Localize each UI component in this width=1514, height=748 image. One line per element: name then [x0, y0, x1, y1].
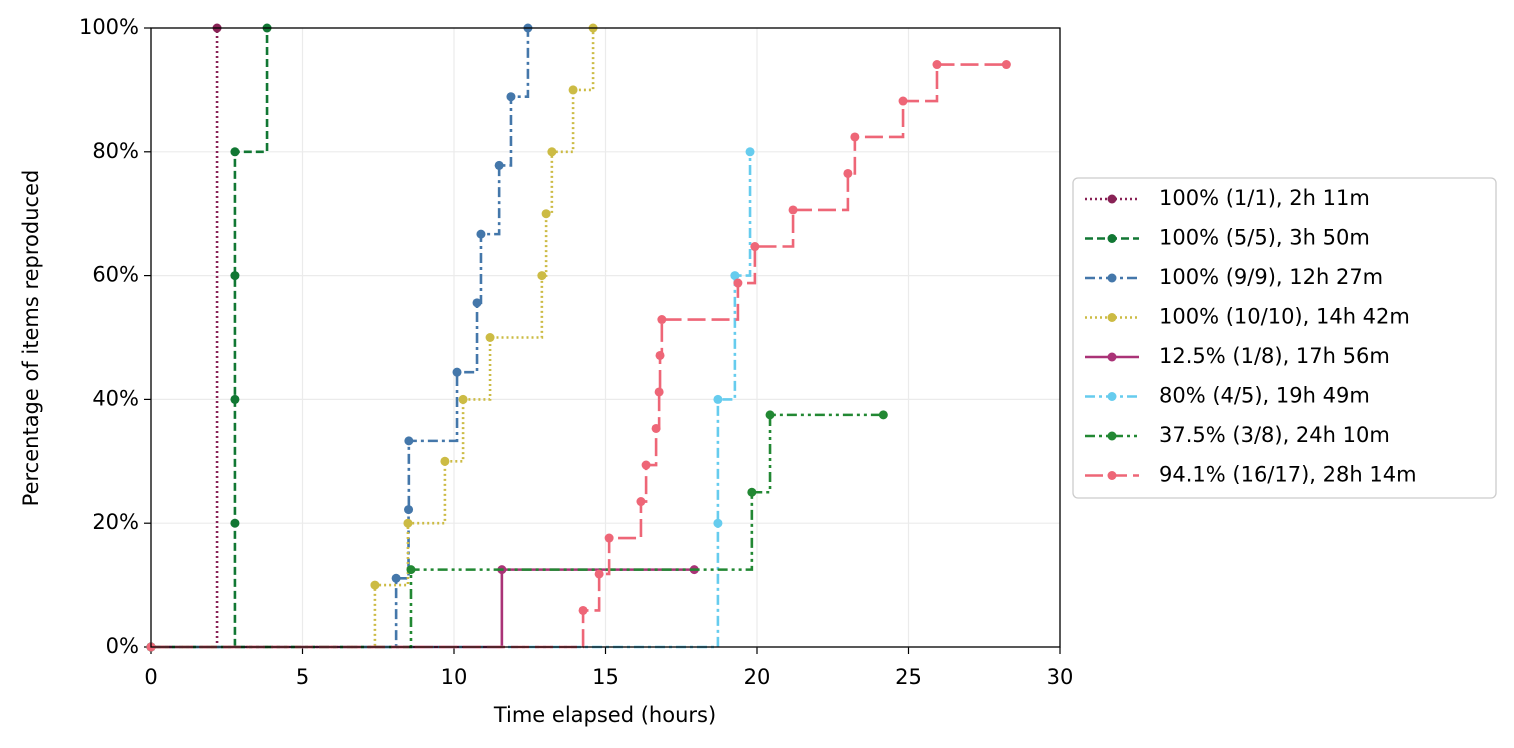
- point: [578, 605, 588, 615]
- legend-label: 100% (10/10), 14h 42m: [1159, 305, 1410, 329]
- y-tick-label: 0%: [106, 634, 139, 658]
- x-tick-label: 30: [1047, 665, 1074, 689]
- legend-marker: [1107, 431, 1117, 441]
- point: [641, 460, 651, 470]
- series-line: [151, 28, 595, 649]
- point: [452, 367, 462, 377]
- legend-label: 80% (4/5), 19h 49m: [1159, 384, 1370, 408]
- legend-marker: [1107, 471, 1117, 480]
- series-line: [151, 28, 269, 649]
- point: [476, 229, 486, 239]
- point: [404, 505, 414, 515]
- x-axis-label: Time elapsed (hours): [493, 703, 716, 727]
- point: [440, 456, 450, 466]
- legend-marker: [1107, 234, 1117, 243]
- point: [750, 242, 760, 252]
- x-tick-label: 15: [592, 665, 619, 689]
- point: [537, 271, 547, 281]
- y-tick-label: 40%: [92, 386, 139, 410]
- y-tick-label: 100%: [79, 15, 139, 39]
- legend-label: 100% (5/5), 3h 50m: [1159, 226, 1370, 250]
- point: [604, 533, 614, 543]
- y-tick-label: 80%: [92, 139, 139, 163]
- point: [230, 147, 240, 157]
- point: [745, 147, 755, 157]
- point: [788, 205, 798, 215]
- legend-marker: [1107, 352, 1117, 362]
- point: [406, 565, 416, 575]
- legend-marker: [1107, 194, 1117, 204]
- point: [458, 394, 468, 404]
- series-line: [151, 413, 884, 649]
- point: [636, 497, 646, 507]
- point: [506, 92, 516, 102]
- y-tick-label: 20%: [92, 510, 139, 534]
- legend-box: [1072, 177, 1497, 499]
- point: [494, 160, 504, 170]
- point: [713, 394, 723, 404]
- point: [568, 85, 578, 95]
- point: [370, 580, 380, 590]
- point: [485, 333, 495, 342]
- legend-marker: [1107, 313, 1117, 322]
- series-line: [151, 28, 530, 649]
- point: [843, 168, 853, 178]
- y-axis-label: Percentage of items reproduced: [19, 170, 43, 507]
- point: [898, 96, 908, 106]
- x-tick-label: 5: [296, 665, 309, 689]
- point: [713, 518, 723, 528]
- point: [472, 298, 482, 308]
- y-tick-label: 60%: [92, 263, 139, 287]
- point: [594, 569, 604, 579]
- point: [391, 573, 401, 583]
- point: [850, 132, 860, 142]
- x-tick-label: 10: [441, 665, 468, 689]
- legend-label: 100% (9/9), 12h 27m: [1159, 265, 1383, 289]
- point: [230, 394, 240, 404]
- point: [733, 278, 743, 288]
- legend-label: 94.1% (16/17), 28h 14m: [1159, 463, 1417, 487]
- point: [404, 436, 414, 446]
- plot-frame: [150, 27, 1061, 648]
- point: [654, 387, 664, 397]
- point: [730, 271, 740, 281]
- point: [230, 518, 240, 528]
- legend-label: 37.5% (3/8), 24h 10m: [1159, 423, 1390, 447]
- legend-marker: [1107, 273, 1117, 283]
- series-line: [151, 28, 219, 649]
- legend-marker: [1107, 392, 1117, 401]
- point: [651, 423, 661, 433]
- point: [541, 209, 551, 219]
- point: [655, 350, 665, 360]
- point: [932, 60, 942, 70]
- point: [878, 410, 888, 420]
- series-line: [151, 568, 695, 649]
- x-tick-label: 20: [744, 665, 771, 689]
- series-line: [151, 151, 752, 649]
- point: [765, 410, 775, 420]
- legend-label: 100% (1/1), 2h 11m: [1159, 186, 1370, 210]
- x-tick-label: 0: [144, 665, 157, 689]
- point: [1001, 60, 1011, 70]
- point: [230, 271, 240, 281]
- point: [657, 315, 667, 325]
- point: [747, 487, 757, 497]
- point: [547, 147, 557, 157]
- x-tick-label: 25: [895, 665, 922, 689]
- point: [403, 518, 413, 528]
- legend-label: 12.5% (1/8), 17h 56m: [1159, 344, 1390, 368]
